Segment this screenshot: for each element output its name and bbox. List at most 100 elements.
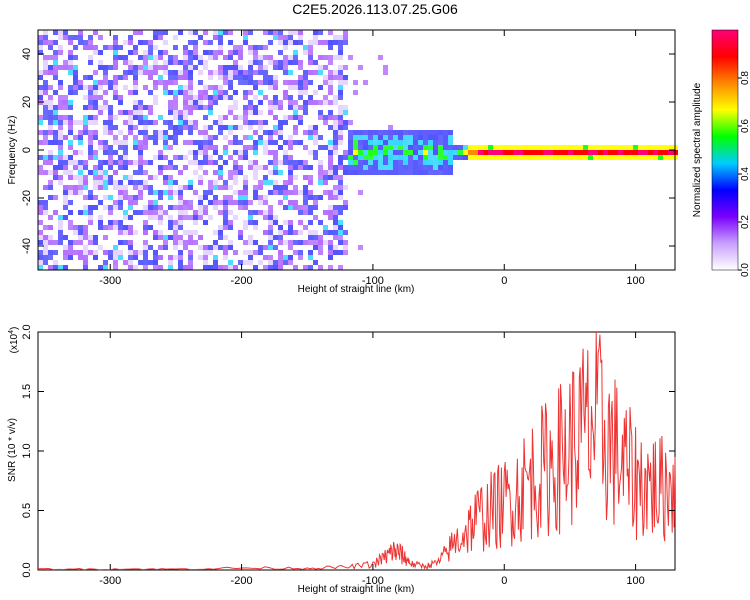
spectrogram-cell xyxy=(188,130,193,135)
spectrogram-cell xyxy=(283,220,288,225)
spectrogram-cell xyxy=(93,70,98,75)
spectrogram-cell xyxy=(218,65,223,70)
spectrogram-cell xyxy=(228,70,233,75)
spectrogram-cell xyxy=(338,115,343,120)
spectrogram-cell xyxy=(273,265,278,270)
spectrogram-cell xyxy=(228,175,233,180)
spectrogram-cell xyxy=(73,160,78,165)
spectrogram-cell xyxy=(313,195,318,200)
spectrogram-cell xyxy=(153,260,158,265)
spectrogram-cell xyxy=(173,75,178,80)
spectrogram-cell xyxy=(78,80,83,85)
spectrogram-cell xyxy=(168,235,173,240)
spectrogram-cell xyxy=(73,150,78,155)
spectrogram-cell xyxy=(268,180,273,185)
spectrogram-cell xyxy=(143,130,148,135)
spectrogram-cell xyxy=(43,225,48,230)
spectrogram-cell xyxy=(393,155,398,160)
spectrogram-cell xyxy=(98,265,103,270)
spectrogram-cell xyxy=(408,165,413,170)
spectrogram-cell xyxy=(43,250,48,255)
spectrogram-cell xyxy=(313,60,318,65)
spectrogram-cell xyxy=(78,235,83,240)
spectrogram-cell xyxy=(223,200,228,205)
spectrogram-cell xyxy=(413,145,418,150)
spectrogram-cell xyxy=(213,50,218,55)
spectrogram-cell xyxy=(213,55,218,60)
spectrogram-cell xyxy=(138,190,143,195)
spectrogram-cell xyxy=(103,140,108,145)
spectrogram-cell xyxy=(443,170,448,175)
spectrogram-cell xyxy=(148,185,153,190)
spectrogram-cell xyxy=(88,195,93,200)
spectrogram-cell xyxy=(218,225,223,230)
spectrogram-cell xyxy=(228,185,233,190)
spectrogram-cell xyxy=(228,75,233,80)
spectrogram-cell xyxy=(73,35,78,40)
spectrogram-cell xyxy=(108,125,113,130)
spectrogram-cell xyxy=(508,145,513,150)
spectrogram-cell xyxy=(128,110,133,115)
spectrogram-cell xyxy=(653,150,658,155)
spectrogram-cell xyxy=(73,45,78,50)
spectrogram-cell xyxy=(43,60,48,65)
spectrogram-cell xyxy=(308,100,313,105)
spectrogram-cell xyxy=(283,160,288,165)
spectrogram-cell xyxy=(113,250,118,255)
spectrogram-cell xyxy=(253,110,258,115)
spectrogram-cell xyxy=(323,170,328,175)
spectrogram-cell xyxy=(253,190,258,195)
spectrogram-cell xyxy=(468,155,473,160)
spectrogram-cell xyxy=(133,70,138,75)
spectrogram-cell xyxy=(43,35,48,40)
spectrogram-cell xyxy=(233,65,238,70)
spectrogram-cell xyxy=(328,250,333,255)
spectrogram-cell xyxy=(158,245,163,250)
spectrogram-cell xyxy=(48,45,53,50)
spectrogram-cell xyxy=(43,135,48,140)
spectrogram-cell xyxy=(173,100,178,105)
spectrogram-cell xyxy=(153,175,158,180)
spectrogram-cell xyxy=(178,240,183,245)
spectrogram-cell xyxy=(273,150,278,155)
spectrogram-cell xyxy=(263,95,268,100)
spectrogram-cell xyxy=(133,65,138,70)
spectrogram-cell xyxy=(203,40,208,45)
spectrogram-cell xyxy=(143,70,148,75)
spectrogram-cell xyxy=(403,145,408,150)
spectrogram-cell xyxy=(53,120,58,125)
spectrogram-cell xyxy=(43,185,48,190)
spectrogram-cell xyxy=(223,65,228,70)
spectrogram-cell xyxy=(308,80,313,85)
spectrogram-cell xyxy=(663,150,668,155)
spectrogram-cell xyxy=(448,165,453,170)
spectrogram-cell xyxy=(168,160,173,165)
spectrogram-cell xyxy=(113,55,118,60)
snr-y-tick-label: 1.5 xyxy=(21,384,33,399)
spectrogram-cell xyxy=(273,75,278,80)
spectrogram-cell xyxy=(53,170,58,175)
spectrogram-cell xyxy=(83,250,88,255)
spectrogram-cell xyxy=(178,215,183,220)
spectrogram-cell xyxy=(333,70,338,75)
spectrogram-cell xyxy=(63,215,68,220)
spectrogram-cell xyxy=(238,65,243,70)
spectrogram-cell xyxy=(388,135,393,140)
spectrogram-cell xyxy=(248,165,253,170)
spectrogram-cell xyxy=(268,170,273,175)
spectrogram-cell xyxy=(183,215,188,220)
spectrogram-cell xyxy=(83,160,88,165)
spectrogram-cell xyxy=(43,245,48,250)
spectrogram-cell xyxy=(133,85,138,90)
spectrogram-cell xyxy=(143,55,148,60)
spectrogram-cell xyxy=(213,95,218,100)
spectrogram-cell xyxy=(83,265,88,270)
spectrogram-cell xyxy=(118,240,123,245)
spectrogram-cell xyxy=(448,150,453,155)
spectrogram-cell xyxy=(48,65,53,70)
spectrogram-cell xyxy=(338,85,343,90)
spectrogram-cell xyxy=(163,235,168,240)
spectrogram-cell xyxy=(38,90,43,95)
spectrogram-cell xyxy=(73,190,78,195)
spectrogram-cell xyxy=(118,110,123,115)
